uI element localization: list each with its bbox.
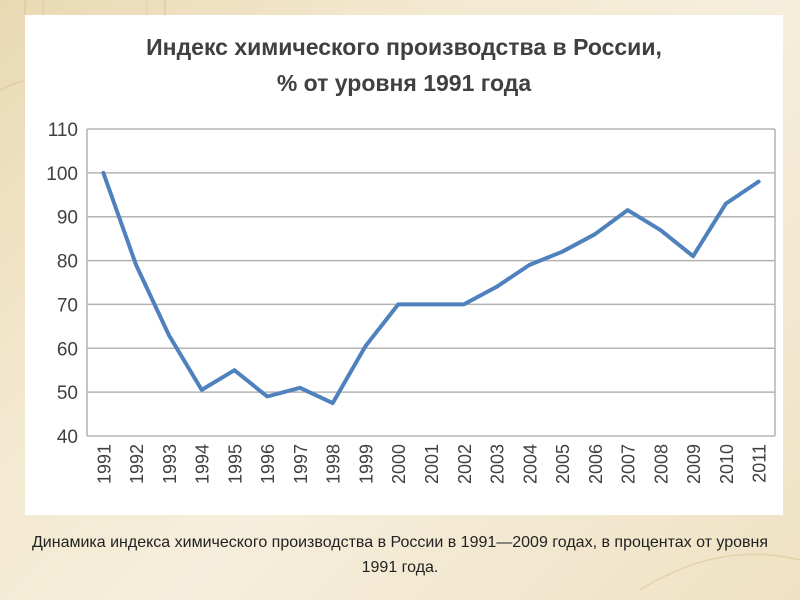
x-tick-label: 2003 [488, 444, 508, 484]
x-tick-label: 1994 [193, 444, 213, 484]
y-tick-label: 60 [57, 339, 78, 360]
x-tick-label: 1999 [356, 444, 376, 484]
y-tick-label: 50 [57, 383, 78, 404]
x-tick-label: 2011 [750, 444, 770, 483]
x-tick-label: 1991 [94, 444, 114, 484]
x-tick-label: 2009 [684, 444, 704, 484]
y-tick-label: 90 [57, 208, 78, 229]
y-tick-label: 40 [57, 427, 78, 448]
y-tick-label: 100 [46, 164, 78, 185]
series-line [101, 170, 761, 406]
line-chart: 40 50 60 70 80 90 100 110 1991 1992 1993 1994 1995 19… [46, 120, 776, 484]
x-tick-label: 2000 [389, 444, 409, 484]
x-tick-label: 2007 [619, 444, 639, 484]
x-tick-label: 1992 [127, 444, 147, 484]
figure-caption: Динамика индекса химического производств… [31, 534, 769, 576]
x-tick-label: 1993 [160, 444, 180, 484]
x-tick-label: 2002 [455, 444, 475, 484]
x-tick-label: 2006 [586, 444, 606, 484]
x-tick-label: 1995 [225, 444, 245, 484]
y-tick-label: 110 [48, 120, 78, 141]
x-tick-label: 2010 [717, 444, 737, 484]
chart-title: Индекс химического производства в России… [25, 29, 783, 101]
x-tick-label: 1997 [291, 444, 311, 484]
x-tick-label: 2004 [520, 444, 540, 484]
x-tick-label: 1998 [324, 444, 344, 484]
x-tick-label: 2008 [651, 444, 671, 484]
x-tick-label: 2001 [422, 444, 442, 484]
y-tick-label: 80 [57, 252, 78, 273]
chart-title-line-2: % от уровня 1991 года [276, 70, 532, 96]
chart-title-line-1: Индекс химического производства в России… [146, 34, 662, 60]
x-tick-label: 1996 [258, 444, 278, 484]
x-tick-label: 2005 [553, 444, 573, 484]
chart-panel: Индекс химического производства в России… [25, 15, 783, 515]
y-tick-label: 70 [57, 295, 78, 316]
